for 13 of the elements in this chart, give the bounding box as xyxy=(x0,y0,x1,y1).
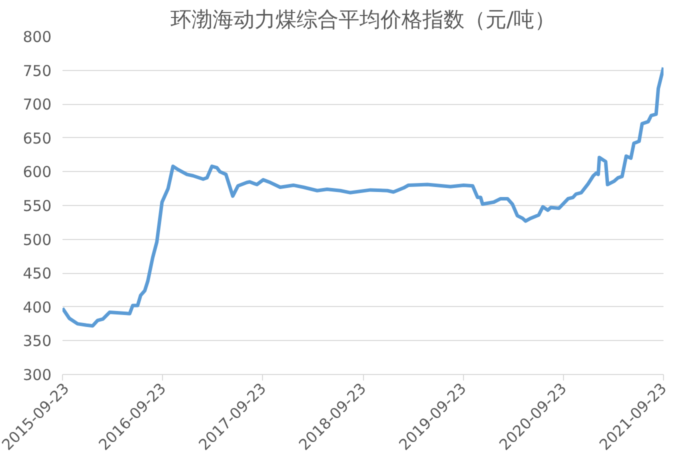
y-tick-label: 300 xyxy=(22,366,52,384)
line-series xyxy=(62,66,664,328)
y-tick-label: 500 xyxy=(22,230,52,249)
y-tick-label: 400 xyxy=(22,298,52,316)
y-tick-label: 800 xyxy=(22,28,52,46)
chart-title: 环渤海动力煤综合平均价格指数（元/吨） xyxy=(170,8,556,32)
y-tick-label: 350 xyxy=(22,332,52,350)
y-tick-label: 700 xyxy=(22,96,52,114)
y-tick-label: 650 xyxy=(22,129,52,148)
y-tick-label: 750 xyxy=(22,62,52,80)
y-tick-label: 550 xyxy=(22,197,52,215)
y-tick-label: 600 xyxy=(22,163,52,182)
y-tick-label: 450 xyxy=(22,264,52,283)
